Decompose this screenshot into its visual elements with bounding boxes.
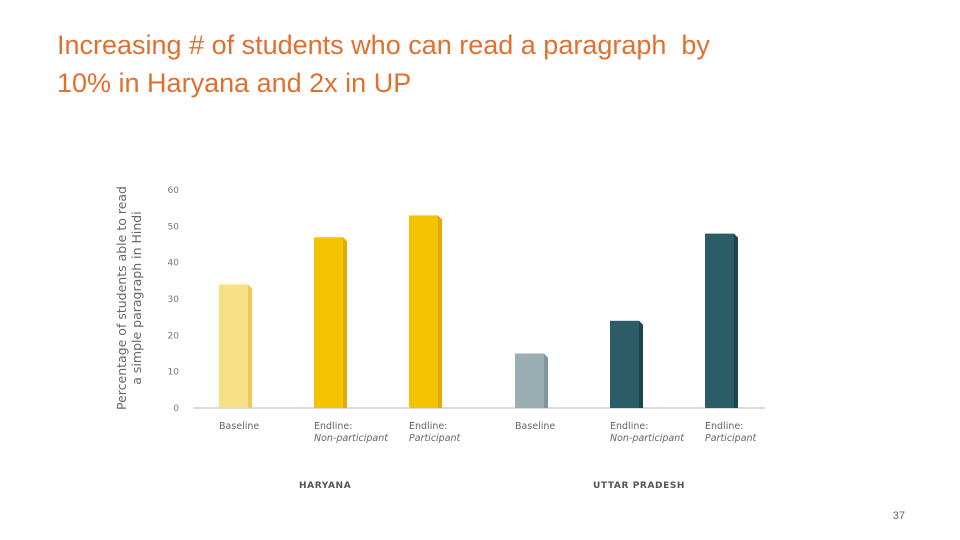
x-category-label: Baseline: [219, 421, 259, 432]
bar: [314, 237, 343, 408]
x-category-label: Baseline: [515, 421, 555, 432]
bar: [705, 233, 734, 408]
bar: [409, 215, 438, 408]
bar-side: [438, 215, 442, 408]
x-category-label: Endline:: [610, 421, 648, 432]
group-label: HARYANA: [299, 481, 351, 491]
y-tick-label: 40: [168, 259, 180, 269]
bar-side: [734, 233, 738, 408]
y-tick-label: 20: [168, 331, 180, 341]
x-category-label: Endline:: [314, 421, 352, 432]
x-category-label: Participant: [409, 433, 462, 444]
x-category-label: Non-participant: [314, 433, 389, 444]
y-tick-label: 10: [168, 368, 180, 378]
bar-side: [639, 320, 643, 408]
y-tick-label: 0: [173, 404, 179, 414]
x-category-label: Non-participant: [610, 433, 685, 444]
x-category-label: Endline:: [705, 421, 743, 432]
bar-side: [343, 237, 347, 408]
x-category-label: Participant: [705, 433, 758, 444]
bar: [515, 353, 544, 408]
bar-side: [248, 284, 252, 408]
y-tick-label: 60: [168, 186, 180, 196]
y-axis-label-line: Percentage of students able to read: [114, 186, 129, 410]
y-axis-label: Percentage of students able to reada sim…: [114, 186, 144, 410]
slide-title-line-2: 10% in Haryana and 2x in UP: [57, 68, 412, 98]
bar: [610, 320, 639, 408]
group-label: UTTAR PRADESH: [593, 481, 685, 491]
y-tick-label: 50: [168, 222, 180, 232]
y-tick-label: 30: [168, 295, 180, 305]
bar: [219, 284, 248, 408]
page-number: 37: [892, 510, 905, 522]
y-axis-label-line: a simple paragraph in Hindi: [129, 211, 144, 384]
bar-side: [544, 353, 548, 408]
x-category-label: Endline:: [409, 421, 447, 432]
slide-title-line-1: Increasing # of students who can read a …: [57, 30, 710, 60]
slide-title: Increasing # of students who can read a …: [57, 26, 877, 102]
